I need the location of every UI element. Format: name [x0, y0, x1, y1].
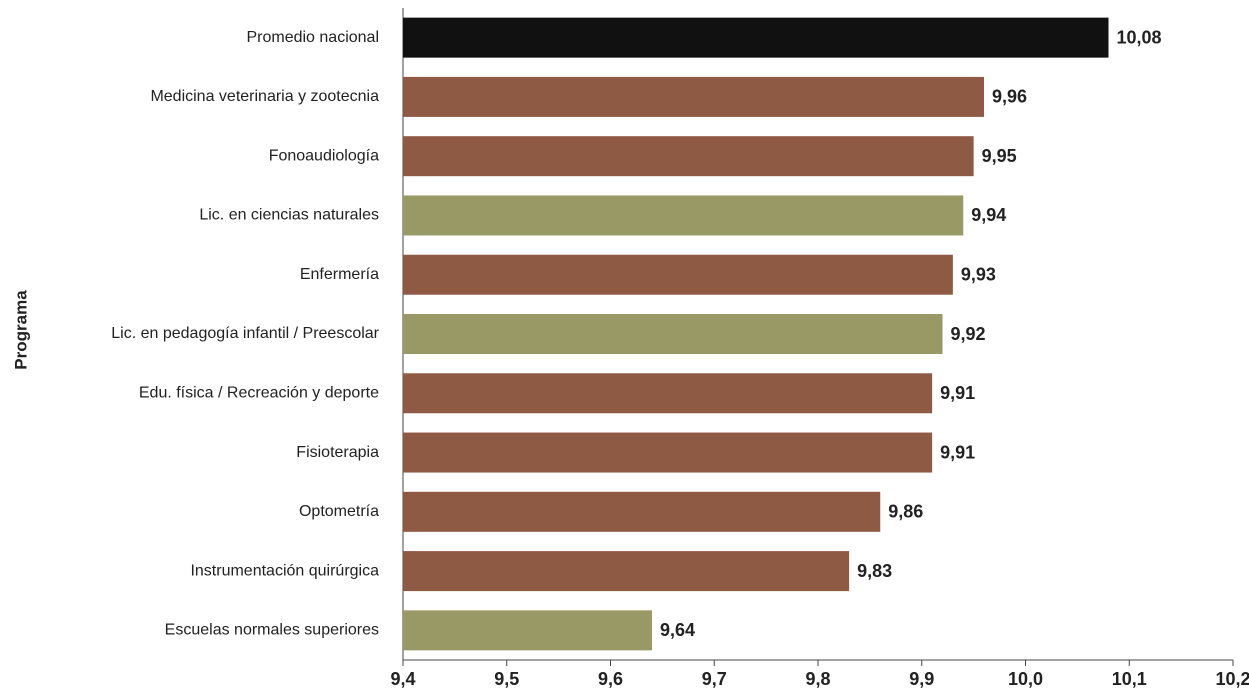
- value-label: 9,94: [971, 205, 1006, 225]
- value-label: 9,92: [951, 324, 986, 344]
- bar: [403, 17, 1109, 58]
- y-axis-label: Programa: [11, 290, 30, 370]
- value-label: 9,83: [857, 561, 892, 581]
- x-tick-label: 9,8: [805, 669, 830, 689]
- bar: [403, 373, 933, 414]
- y-tick-label: Instrumentación quirúrgica: [190, 562, 379, 579]
- value-label: 9,96: [992, 87, 1027, 107]
- value-label: 9,91: [940, 383, 975, 403]
- value-label: 9,64: [660, 620, 695, 640]
- y-tick-label: Escuelas normales superiores: [165, 622, 379, 639]
- y-tick-label: Lic. en ciencias naturales: [199, 207, 379, 224]
- y-tick-label: Medicina veterinaria y zootecnia: [150, 88, 379, 105]
- bar: [403, 432, 933, 473]
- y-tick-label: Optometría: [299, 503, 379, 520]
- x-tick-label: 10,0: [1008, 669, 1043, 689]
- x-tick-label: 10,1: [1112, 669, 1147, 689]
- value-label: 9,95: [982, 146, 1017, 166]
- bar: [403, 610, 652, 651]
- x-tick-label: 9,7: [702, 669, 727, 689]
- value-label: 9,86: [888, 502, 923, 522]
- y-tick-label: Enfermería: [300, 266, 379, 283]
- value-label: 9,91: [940, 442, 975, 462]
- bar: [403, 314, 943, 354]
- value-label: 10,08: [1117, 27, 1162, 47]
- x-tick-label: 9,6: [598, 669, 623, 689]
- bar: [403, 195, 964, 236]
- bar: [403, 254, 953, 295]
- y-tick-label: Edu. física / Recreación y deporte: [139, 384, 379, 401]
- y-tick-label: Lic. en pedagogía infantil / Preescolar: [111, 325, 379, 342]
- y-tick-label: Promedio nacional: [246, 29, 379, 46]
- value-label: 9,93: [961, 264, 996, 284]
- y-tick-label: Fonoaudiología: [269, 147, 379, 164]
- x-tick-label: 10,2: [1215, 669, 1249, 689]
- x-tick-label: 9,9: [909, 669, 934, 689]
- bar: [403, 76, 984, 117]
- x-tick-label: 9,4: [390, 669, 415, 689]
- y-tick-label: Fisioterapia: [296, 444, 379, 461]
- bar: [403, 491, 881, 532]
- x-tick-label: 9,5: [494, 669, 519, 689]
- bar: [403, 136, 974, 177]
- bar: [403, 551, 850, 592]
